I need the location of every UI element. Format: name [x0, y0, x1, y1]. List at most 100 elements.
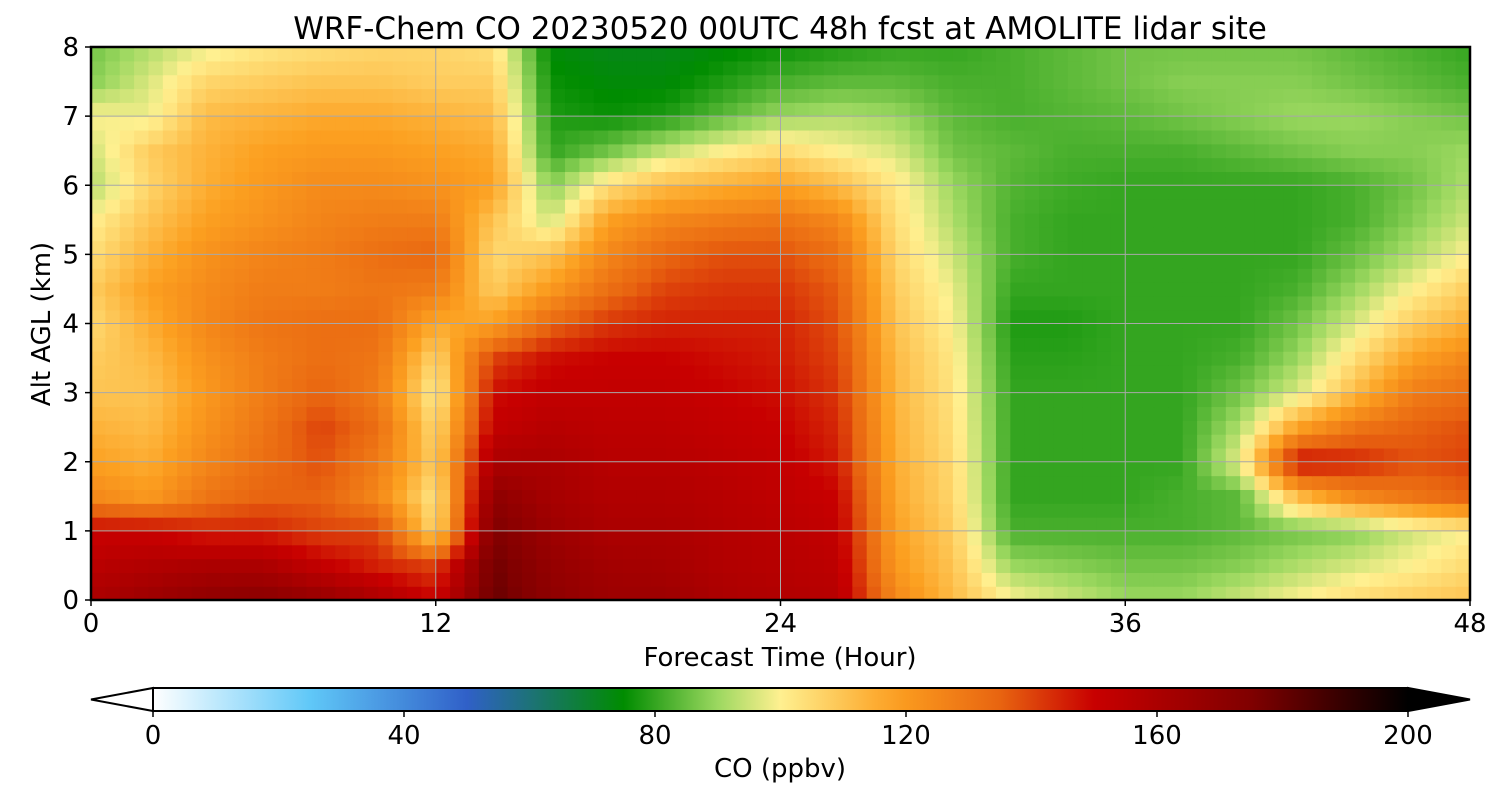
heatmap-cell — [823, 47, 839, 62]
heatmap-cell — [952, 420, 968, 435]
heatmap-cell — [234, 351, 250, 366]
heatmap-cell — [1139, 434, 1155, 449]
heatmap-cell — [363, 240, 379, 255]
heatmap-cell — [1211, 351, 1227, 366]
heatmap-cell — [1340, 309, 1356, 325]
heatmap-cell — [1168, 475, 1184, 490]
heatmap-cell — [837, 461, 853, 477]
heatmap-cell — [1096, 337, 1112, 352]
heatmap-cell — [478, 102, 494, 117]
heatmap-cell — [191, 226, 207, 242]
heatmap-cell — [1153, 406, 1169, 421]
heatmap-cell — [220, 143, 236, 159]
heatmap-cell — [708, 351, 724, 366]
heatmap-cell — [191, 406, 207, 421]
heatmap-cell — [852, 309, 868, 325]
heatmap-cell — [780, 434, 796, 449]
heatmap-cell — [751, 129, 767, 145]
heatmap-cell — [335, 60, 351, 76]
heatmap-cell — [952, 530, 968, 546]
heatmap-cell — [119, 226, 135, 242]
heatmap-cell — [981, 586, 997, 600]
heatmap-cell — [737, 434, 753, 449]
heatmap-cell — [335, 558, 351, 573]
heatmap-cell — [191, 74, 207, 90]
heatmap-cell — [1168, 74, 1184, 90]
heatmap-cell — [521, 282, 537, 297]
heatmap-cell — [1311, 240, 1327, 255]
heatmap-cell — [306, 544, 322, 560]
heatmap-cell — [1355, 240, 1371, 255]
heatmap-cell — [1426, 337, 1442, 352]
heatmap-cell — [162, 434, 178, 449]
heatmap-cell — [809, 517, 825, 532]
heatmap-cell — [234, 60, 250, 76]
heatmap-cell — [694, 461, 710, 477]
heatmap-cell — [177, 129, 193, 145]
heatmap-cell — [924, 544, 940, 560]
heatmap-cell — [679, 295, 695, 311]
heatmap-cell — [1412, 129, 1428, 145]
heatmap-cell — [852, 129, 868, 145]
heatmap-cell — [493, 503, 509, 518]
heatmap-cell — [1455, 226, 1470, 242]
heatmap-cell — [723, 199, 738, 214]
heatmap-cell — [536, 171, 552, 186]
heatmap-cell — [1168, 60, 1184, 76]
heatmap-cell — [249, 171, 264, 186]
heatmap-cell — [1110, 282, 1126, 297]
heatmap-cell — [421, 157, 437, 173]
heatmap-cell — [1168, 199, 1184, 214]
heatmap-cell — [952, 447, 968, 463]
heatmap-cell — [780, 503, 796, 518]
heatmap-cell — [579, 434, 595, 449]
heatmap-cell — [134, 254, 150, 269]
heatmap-cell — [1441, 47, 1457, 62]
heatmap-cell — [134, 517, 150, 532]
heatmap-cell — [1355, 420, 1371, 435]
heatmap-cell — [794, 461, 810, 477]
heatmap-cell — [579, 323, 595, 338]
heatmap-cell — [205, 517, 221, 532]
heatmap-cell — [1082, 489, 1098, 504]
heatmap-cell — [105, 392, 121, 408]
heatmap-cell — [837, 351, 853, 366]
heatmap-cell — [1441, 503, 1457, 518]
heatmap-cell — [335, 434, 351, 449]
heatmap-cell — [1326, 60, 1342, 76]
heatmap-cell — [550, 323, 566, 338]
heatmap-cell — [134, 530, 150, 546]
heatmap-cell — [392, 406, 408, 421]
heatmap-cell — [1039, 475, 1055, 490]
heatmap-cell — [1197, 102, 1213, 117]
heatmap-cell — [579, 517, 595, 532]
heatmap-cell — [1053, 378, 1069, 394]
heatmap-cell — [1067, 47, 1083, 62]
heatmap-cell — [91, 282, 106, 297]
heatmap-cell — [536, 282, 552, 297]
heatmap-cell — [1110, 47, 1126, 62]
heatmap-cell — [1053, 171, 1069, 186]
heatmap-cell — [565, 129, 580, 145]
heatmap-cell — [378, 309, 394, 325]
heatmap-cell — [995, 434, 1011, 449]
heatmap-cell — [1398, 475, 1414, 490]
heatmap-cell — [162, 544, 178, 560]
heatmap-cell — [1383, 171, 1399, 186]
heatmap-cell — [105, 212, 121, 228]
heatmap-cell — [694, 157, 710, 173]
heatmap-cell — [1268, 517, 1284, 532]
heatmap-cell — [550, 420, 566, 435]
heatmap-cell — [249, 88, 264, 103]
heatmap-cell — [1024, 392, 1040, 408]
heatmap-cell — [723, 240, 738, 255]
heatmap-cell — [263, 392, 279, 408]
heatmap-cell — [1153, 102, 1169, 117]
heatmap-cell — [550, 406, 566, 421]
heatmap-cell — [1311, 530, 1327, 546]
heatmap-cell — [1225, 282, 1241, 297]
heatmap-cell — [809, 503, 825, 518]
heatmap-cell — [1139, 171, 1155, 186]
heatmap-cell — [478, 282, 494, 297]
heatmap-cell — [636, 544, 652, 560]
